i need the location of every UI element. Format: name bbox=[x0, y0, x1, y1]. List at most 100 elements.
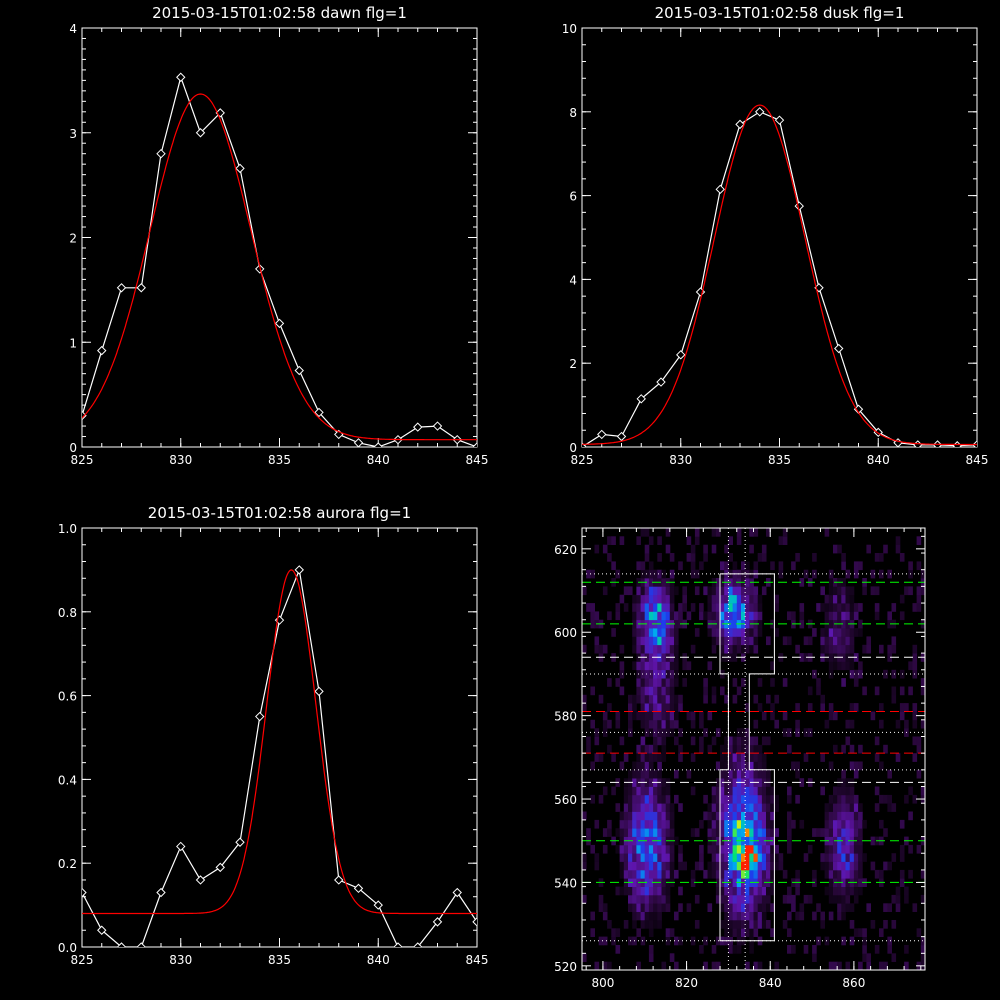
heatmap-cell bbox=[648, 911, 654, 921]
heatmap-cell bbox=[607, 819, 612, 829]
heatmap-cell bbox=[795, 769, 800, 779]
heatmap-cell bbox=[732, 928, 738, 937]
heatmap-cell bbox=[820, 628, 825, 637]
heatmap-cell bbox=[787, 828, 792, 837]
heatmap-cell bbox=[736, 769, 742, 779]
heatmap-cell bbox=[674, 611, 679, 621]
heatmap-cell bbox=[611, 753, 616, 762]
heatmap-cell bbox=[828, 836, 834, 846]
heatmap-cell bbox=[665, 611, 671, 621]
heatmap-cell bbox=[636, 611, 641, 621]
heatmap-cell bbox=[833, 828, 838, 837]
heatmap-cell bbox=[853, 611, 859, 621]
heatmap-cell bbox=[720, 819, 725, 829]
heatmap-cell bbox=[661, 811, 667, 821]
x-tick-label: 830 bbox=[169, 953, 192, 967]
heatmap-cell bbox=[849, 603, 855, 612]
heatmap-cell bbox=[741, 853, 746, 862]
heatmap-cell bbox=[619, 594, 625, 604]
heatmap-cell bbox=[757, 828, 763, 837]
heatmap-cell bbox=[707, 603, 713, 612]
heatmap-cell bbox=[640, 528, 646, 537]
heatmap-cell bbox=[745, 886, 750, 896]
heatmap-cell bbox=[841, 786, 846, 796]
heatmap-cell bbox=[653, 886, 658, 896]
heatmap-cell bbox=[665, 661, 671, 671]
heatmap-cell bbox=[799, 653, 805, 662]
heatmap-cell bbox=[632, 878, 637, 887]
heatmap-cell bbox=[711, 611, 717, 621]
heatmap-cell bbox=[648, 611, 654, 621]
heatmap-cell bbox=[640, 636, 646, 646]
heatmap-cell bbox=[611, 786, 616, 796]
heatmap-cell bbox=[912, 753, 918, 762]
heatmap-cell bbox=[728, 786, 733, 796]
heatmap-cell bbox=[728, 753, 733, 762]
heatmap-cell bbox=[887, 619, 892, 629]
heatmap-cell bbox=[699, 719, 704, 729]
heatmap-cell bbox=[803, 894, 809, 904]
heatmap-cell bbox=[828, 853, 834, 862]
data-point bbox=[314, 686, 324, 697]
heatmap-cell bbox=[824, 869, 830, 879]
heatmap-cell bbox=[653, 903, 658, 912]
heatmap-cell bbox=[887, 644, 892, 654]
heatmap-cell bbox=[791, 761, 796, 771]
heatmap-cell bbox=[899, 869, 905, 879]
heatmap-cell bbox=[841, 878, 846, 887]
heatmap-cell bbox=[736, 594, 742, 604]
heatmap-cell bbox=[774, 603, 779, 612]
heatmap-cell bbox=[849, 611, 855, 621]
heatmap-cell bbox=[590, 844, 595, 854]
heatmap-cell bbox=[594, 728, 600, 737]
heatmap-cell bbox=[807, 636, 813, 646]
heatmap-cell bbox=[732, 744, 738, 754]
heatmap-cell bbox=[749, 753, 754, 762]
heatmap-cell bbox=[632, 769, 637, 779]
heatmap-cell bbox=[694, 586, 700, 596]
heatmap-cell bbox=[858, 661, 863, 671]
heatmap-cell bbox=[866, 544, 871, 554]
heatmap-cell bbox=[644, 903, 650, 912]
heatmap-cell bbox=[757, 761, 763, 771]
heatmap-cell bbox=[828, 669, 834, 679]
heatmap-cell bbox=[866, 903, 871, 912]
heatmap-cell bbox=[732, 561, 738, 571]
heatmap-cell bbox=[648, 586, 654, 596]
heatmap-cell bbox=[724, 753, 729, 762]
heatmap-cell bbox=[833, 744, 838, 754]
heatmap-cell bbox=[837, 961, 842, 971]
heatmap-cell bbox=[724, 869, 729, 879]
heatmap-cell bbox=[640, 644, 646, 654]
heatmap-cell bbox=[661, 744, 667, 754]
heatmap-cell bbox=[602, 644, 608, 654]
heatmap-cell bbox=[669, 803, 675, 812]
y-tick-label: 4 bbox=[69, 22, 77, 36]
heatmap-cell bbox=[694, 828, 700, 837]
heatmap-cell bbox=[690, 561, 696, 571]
heatmap-cell bbox=[841, 561, 846, 571]
heatmap-cell bbox=[715, 636, 721, 646]
heatmap-cell bbox=[732, 778, 738, 787]
heatmap-cell bbox=[753, 861, 759, 871]
heatmap-cell bbox=[686, 769, 692, 779]
heatmap-cell bbox=[661, 694, 667, 704]
heatmap-cell bbox=[644, 853, 650, 862]
heatmap-cell bbox=[657, 686, 662, 696]
heatmap-cell bbox=[669, 869, 675, 879]
heatmap-cell bbox=[648, 861, 654, 871]
heatmap-cell bbox=[623, 920, 629, 929]
heatmap-cell bbox=[841, 594, 846, 604]
heatmap-cell bbox=[766, 694, 771, 704]
heatmap-cell bbox=[728, 586, 733, 596]
heatmap-cell bbox=[657, 903, 662, 912]
heatmap-cell bbox=[770, 819, 775, 829]
heatmap-cell bbox=[640, 794, 646, 804]
heatmap-cell bbox=[690, 711, 696, 721]
heatmap-cell bbox=[837, 869, 842, 879]
heatmap-cell bbox=[711, 786, 717, 796]
heatmap-cell bbox=[745, 578, 750, 587]
heatmap-cell bbox=[741, 603, 746, 612]
heatmap-cell bbox=[640, 803, 646, 812]
